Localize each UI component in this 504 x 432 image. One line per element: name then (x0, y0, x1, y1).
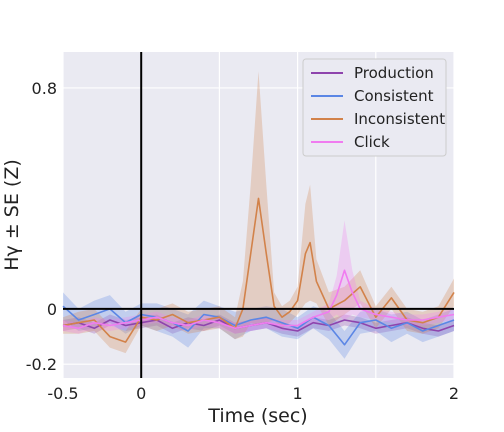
legend-label-consistent: Consistent (354, 87, 434, 105)
y-tick-label: -0.2 (26, 355, 57, 374)
series-lines (62, 197, 455, 346)
reference-lines (63, 52, 454, 378)
y-tick-label: 0 (47, 300, 57, 319)
series-line-inconsistent (62, 197, 455, 343)
error-band-production (63, 314, 454, 337)
tick-labels: -0.5 0 1 2 -0.2 0 0.8 (26, 79, 459, 403)
y-axis-label: Hγ ± SE (Z) (1, 159, 23, 270)
x-tick-label: 1 (293, 384, 303, 403)
series-line-consistent (62, 305, 455, 346)
legend: Production Consistent Inconsistent Click (302, 58, 447, 157)
error-band-inconsistent (63, 71, 454, 354)
x-tick-label: 0 (136, 384, 146, 403)
y-tick-label: 0.8 (32, 79, 57, 98)
legend-label-click: Click (354, 133, 390, 151)
legend-label-production: Production (354, 64, 434, 82)
x-axis-label: Time (sec) (207, 405, 307, 427)
x-tick-label: -0.5 (47, 384, 78, 403)
series-line-click (62, 269, 455, 330)
error-band-click (63, 220, 454, 334)
legend-box (302, 58, 447, 157)
x-tick-label: 2 (449, 384, 459, 403)
legend-label-inconsistent: Inconsistent (354, 110, 445, 128)
